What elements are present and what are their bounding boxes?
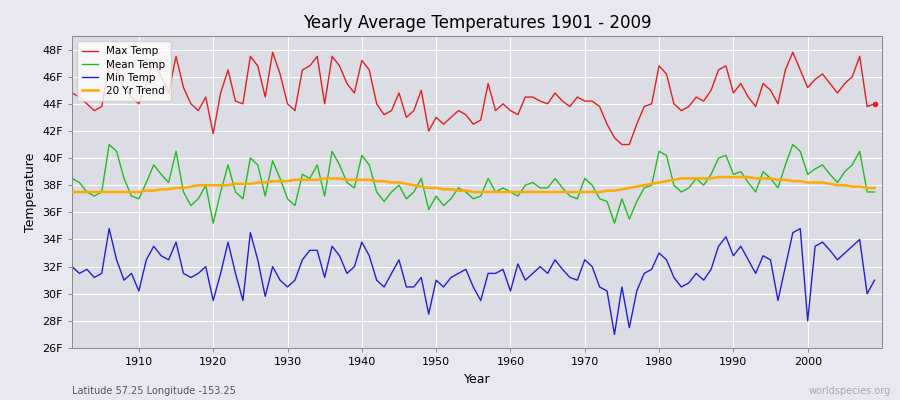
Min Temp <box>67 264 77 269</box>
Min Temp <box>869 278 880 282</box>
Mean Temp <box>67 176 77 181</box>
Mean Temp <box>520 183 531 188</box>
Min Temp <box>609 332 620 337</box>
Line: 20 Yr Trend: 20 Yr Trend <box>72 177 875 192</box>
20 Yr Trend <box>498 190 508 194</box>
Max Temp <box>297 68 308 72</box>
Mean Temp <box>208 221 219 226</box>
Line: Max Temp: Max Temp <box>72 52 875 144</box>
Max Temp <box>869 102 880 106</box>
X-axis label: Year: Year <box>464 372 490 386</box>
20 Yr Trend <box>67 190 77 194</box>
Max Temp <box>616 142 627 147</box>
Legend: Max Temp, Mean Temp, Min Temp, 20 Yr Trend: Max Temp, Mean Temp, Min Temp, 20 Yr Tre… <box>77 41 171 101</box>
Max Temp <box>505 108 516 113</box>
Mean Temp <box>869 190 880 194</box>
Mean Temp <box>349 186 360 190</box>
Mean Temp <box>609 221 620 226</box>
Max Temp <box>512 112 523 117</box>
Line: Mean Temp: Mean Temp <box>72 144 875 223</box>
20 Yr Trend <box>290 177 301 182</box>
Title: Yearly Average Temperatures 1901 - 2009: Yearly Average Temperatures 1901 - 2009 <box>302 14 652 32</box>
Max Temp <box>601 122 612 126</box>
Max Temp <box>267 50 278 55</box>
Mean Temp <box>304 176 315 181</box>
Min Temp <box>512 262 523 266</box>
Mean Temp <box>133 196 144 201</box>
20 Yr Trend <box>869 186 880 190</box>
Max Temp <box>342 81 353 86</box>
Min Temp <box>342 271 353 276</box>
Line: Min Temp: Min Temp <box>72 229 875 334</box>
20 Yr Trend <box>713 175 724 180</box>
Max Temp <box>126 95 137 100</box>
Min Temp <box>104 226 114 231</box>
Max Temp <box>67 90 77 95</box>
Min Temp <box>133 289 144 294</box>
Y-axis label: Temperature: Temperature <box>23 152 37 232</box>
Mean Temp <box>104 142 114 147</box>
Text: Latitude 57.25 Longitude -153.25: Latitude 57.25 Longitude -153.25 <box>72 386 236 396</box>
Mean Temp <box>512 194 523 198</box>
Min Temp <box>505 289 516 294</box>
20 Yr Trend <box>505 190 516 194</box>
20 Yr Trend <box>126 190 137 194</box>
Min Temp <box>297 258 308 262</box>
20 Yr Trend <box>334 176 345 181</box>
Min Temp <box>601 289 612 294</box>
Text: worldspecies.org: worldspecies.org <box>809 386 891 396</box>
20 Yr Trend <box>594 190 605 194</box>
